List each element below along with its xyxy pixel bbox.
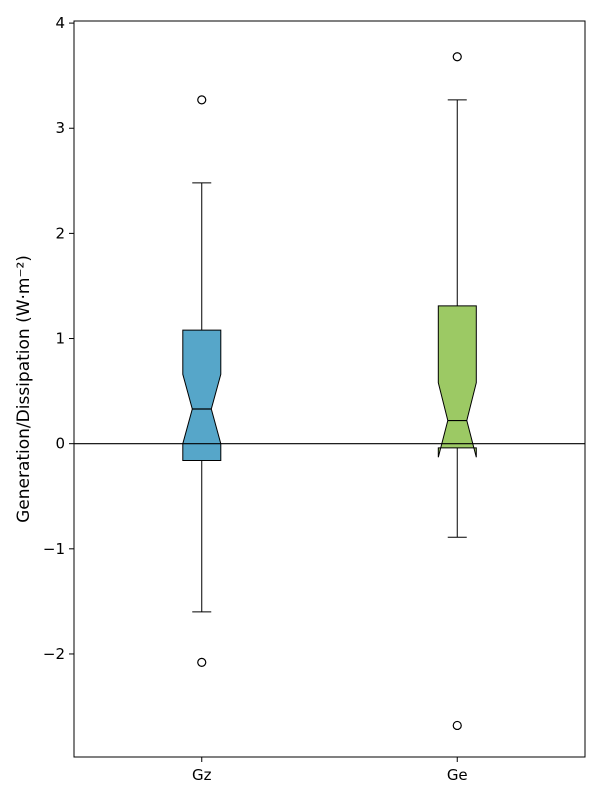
plot-area bbox=[74, 21, 585, 757]
x-tick-label: Gz bbox=[192, 766, 212, 784]
box-Gz bbox=[182, 95, 222, 667]
x-tick-label: Ge bbox=[447, 766, 468, 784]
box-Ge bbox=[437, 52, 477, 731]
outlier-point bbox=[197, 95, 207, 105]
y-tick-label: −1 bbox=[43, 540, 65, 558]
y-axis-ticks: −2 −1 0 1 2 3 4 bbox=[43, 14, 74, 663]
plot-frame bbox=[73, 20, 586, 758]
box-body bbox=[437, 305, 477, 458]
box-series bbox=[182, 52, 477, 731]
y-tick-label: 1 bbox=[55, 330, 65, 348]
x-axis-ticks: Gz Ge bbox=[192, 757, 468, 784]
box-body bbox=[182, 329, 222, 461]
outlier-point bbox=[452, 52, 462, 62]
y-tick-label: 2 bbox=[55, 224, 65, 242]
y-tick-label: 0 bbox=[55, 435, 65, 453]
y-tick-label: 4 bbox=[55, 14, 65, 32]
y-tick-label: 3 bbox=[55, 119, 65, 137]
y-tick-label: −2 bbox=[43, 645, 65, 663]
outlier-point bbox=[197, 657, 207, 667]
outlier-point bbox=[452, 720, 462, 731]
y-axis-label: Generation/Dissipation (W·m⁻²) bbox=[14, 255, 34, 523]
